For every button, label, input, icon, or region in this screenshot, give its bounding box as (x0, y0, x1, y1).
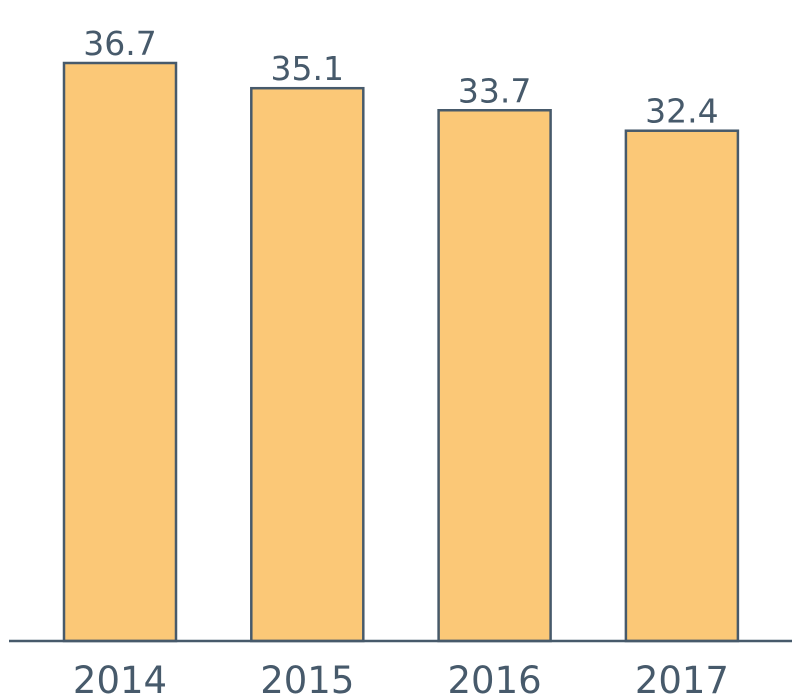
data-label-2014: 36.7 (83, 24, 156, 63)
x-tick-label-2016: 2016 (448, 659, 542, 700)
data-label-2016: 33.7 (458, 71, 531, 110)
x-axis-ticks: 2014 2015 2016 2017 (73, 659, 729, 700)
bars-layer (62, 61, 740, 643)
x-tick-label-2015: 2015 (260, 659, 354, 700)
bar-2014 (62, 61, 178, 643)
x-tick-label-2014: 2014 (73, 659, 167, 700)
data-label-2015: 35.1 (271, 49, 344, 88)
bar-2017 (624, 129, 740, 643)
bar-2016 (437, 109, 552, 643)
labels-layer: 36.7 35.1 33.7 32.4 (83, 24, 718, 131)
x-tick-label-2017: 2017 (635, 659, 729, 700)
bar-2015 (250, 86, 365, 643)
data-label-2017: 32.4 (645, 92, 718, 131)
